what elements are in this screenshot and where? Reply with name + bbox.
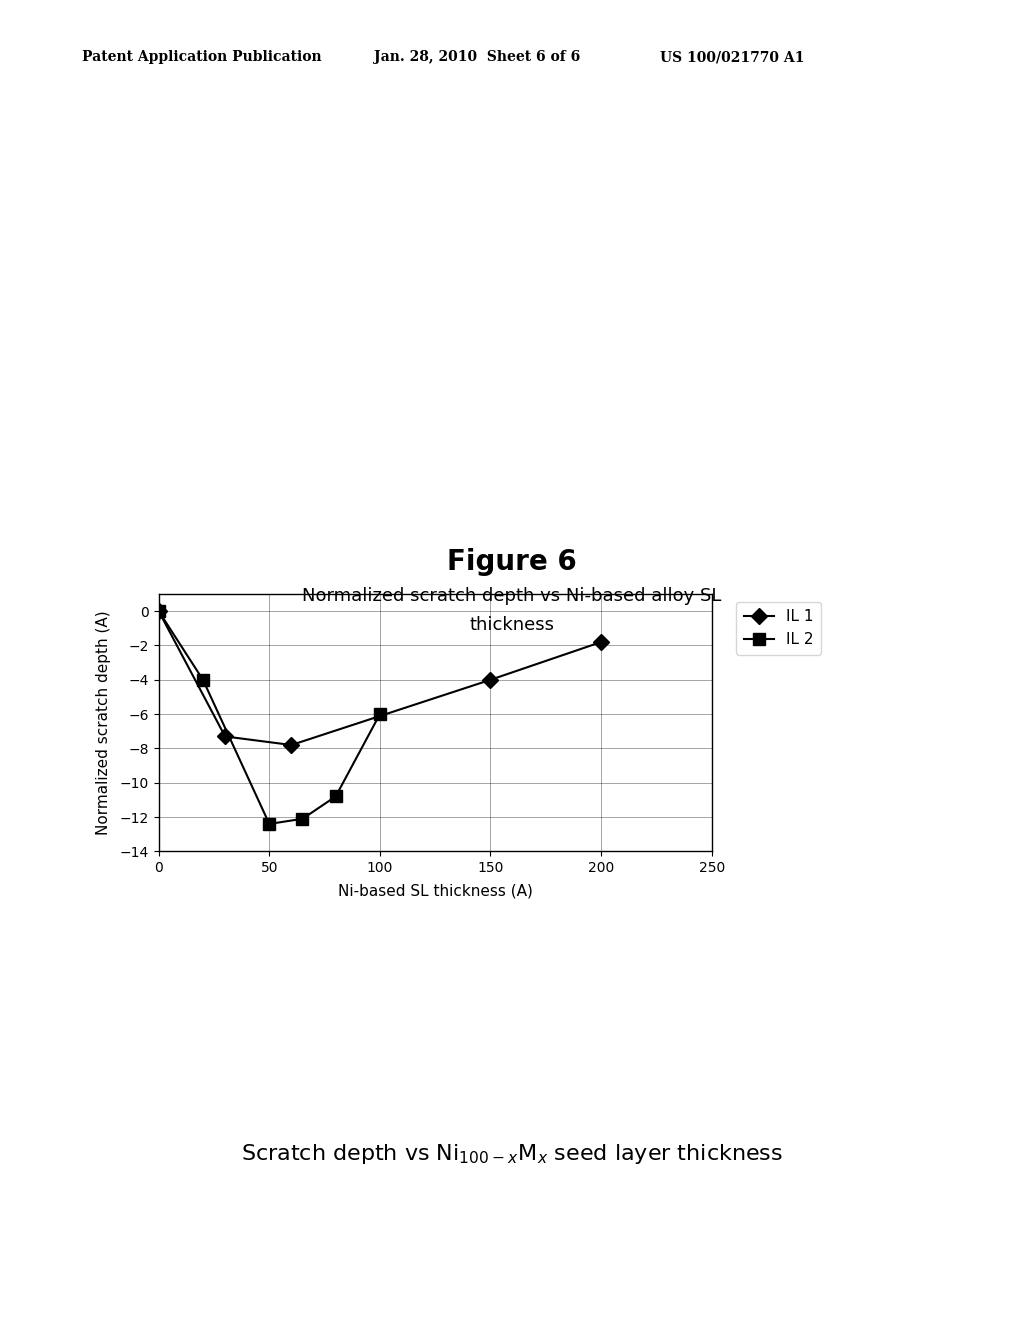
IL 2	[153, 603, 165, 619]
Text: Jan. 28, 2010  Sheet 6 of 6: Jan. 28, 2010 Sheet 6 of 6	[374, 50, 580, 65]
IL 2	[330, 788, 342, 804]
Y-axis label: Normalized scratch depth (A): Normalized scratch depth (A)	[96, 610, 112, 836]
Line: IL 1: IL 1	[154, 606, 606, 751]
IL 2	[296, 810, 308, 826]
Text: thickness: thickness	[469, 616, 555, 635]
X-axis label: Ni-based SL thickness (A): Ni-based SL thickness (A)	[338, 883, 532, 899]
IL 1	[286, 737, 298, 752]
Line: IL 2: IL 2	[154, 606, 385, 829]
IL 1	[595, 634, 607, 649]
IL 1	[219, 729, 231, 744]
Text: Patent Application Publication: Patent Application Publication	[82, 50, 322, 65]
IL 2	[263, 816, 275, 832]
Text: Figure 6: Figure 6	[447, 548, 577, 576]
Legend: IL 1, IL 2: IL 1, IL 2	[736, 602, 821, 655]
Text: Normalized scratch depth vs Ni-based alloy SL: Normalized scratch depth vs Ni-based all…	[302, 587, 722, 606]
IL 1	[153, 603, 165, 619]
IL 2	[197, 672, 209, 688]
IL 2	[374, 706, 386, 722]
IL 1	[484, 672, 497, 688]
Text: US 100/021770 A1: US 100/021770 A1	[660, 50, 805, 65]
Text: Scratch depth vs Ni$_{100-x}$M$_{x}$ seed layer thickness: Scratch depth vs Ni$_{100-x}$M$_{x}$ see…	[241, 1142, 783, 1166]
